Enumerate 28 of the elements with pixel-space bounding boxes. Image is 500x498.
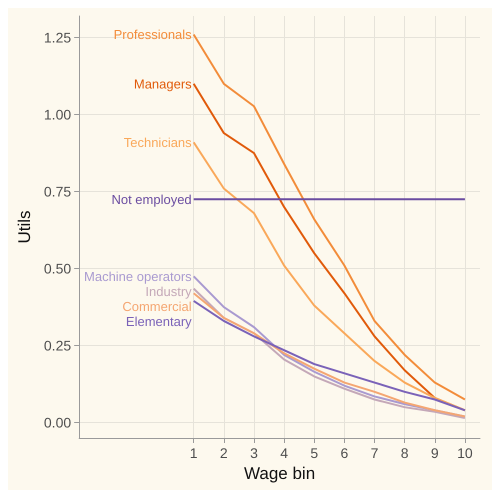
series-label: Managers [134,76,192,92]
series-label: Not employed [111,192,192,207]
y-tick-label: 0.00 [44,414,72,431]
y-tick-label: 0.25 [44,338,72,354]
y-tick-label: 1.25 [44,30,72,46]
line-series [192,33,466,400]
series-label: Commercial [122,298,192,314]
y-tick-label: 1.00 [44,106,72,123]
x-axis-title: Wage bin [244,464,316,483]
x-tick-label: 6 [340,445,348,461]
x-tick-label: 3 [250,445,258,461]
x-tick-label: 5 [310,445,318,461]
x-tick-label: 7 [370,445,379,461]
y-tick-label: 0.75 [44,184,72,200]
x-tick-label: 8 [400,445,409,461]
series-label: Elementary [126,314,192,329]
x-tick-label: 1 [190,445,198,461]
x-tick-label: 10 [457,445,473,461]
series-label: Industry [145,284,192,299]
y-axis-title: Utils [15,210,34,244]
x-tick-label: 9 [430,445,439,461]
series-label: Professionals [114,26,192,42]
x-tick-label: 4 [280,445,288,461]
y-tick-label: 0.50 [44,260,72,277]
series-label: Technicians [124,134,192,150]
x-tick-label: 2 [220,445,228,461]
line-series [192,141,466,412]
series-label: Machine operators [84,268,192,284]
